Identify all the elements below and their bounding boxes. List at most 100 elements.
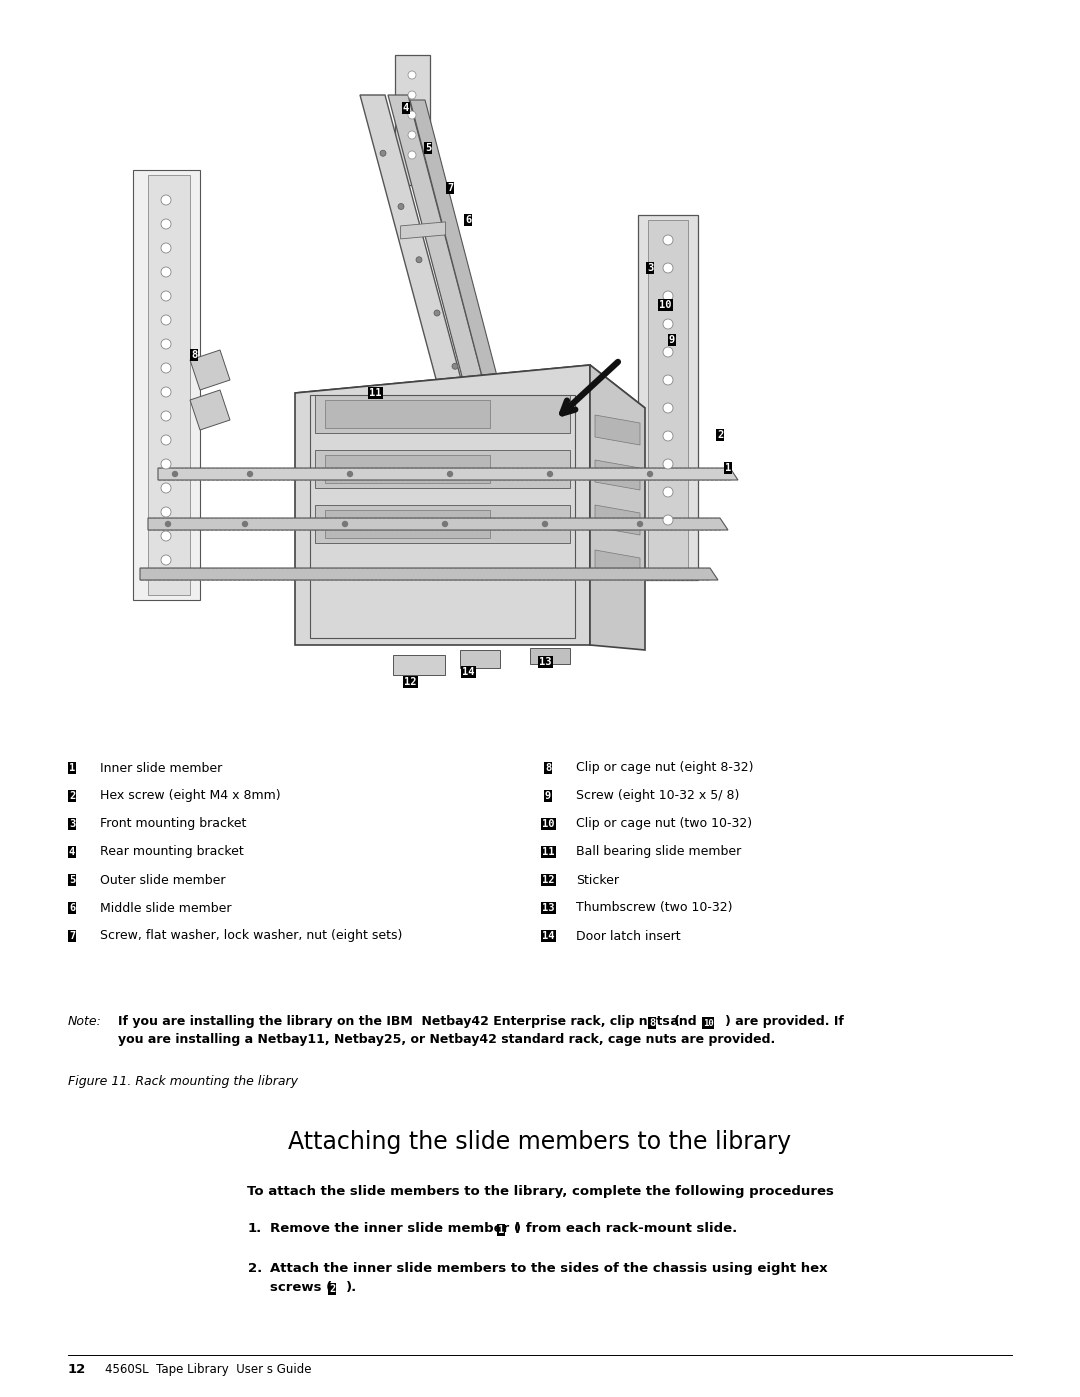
- Circle shape: [408, 151, 416, 159]
- Polygon shape: [325, 400, 490, 427]
- Text: 11: 11: [368, 388, 381, 398]
- Circle shape: [663, 488, 673, 497]
- Text: 10: 10: [703, 1018, 714, 1028]
- Text: 1.: 1.: [248, 1222, 262, 1235]
- Polygon shape: [388, 95, 500, 446]
- Circle shape: [408, 91, 416, 99]
- Text: 12: 12: [68, 1363, 86, 1376]
- Text: 14: 14: [542, 930, 554, 942]
- Circle shape: [161, 291, 171, 300]
- Circle shape: [161, 483, 171, 493]
- Text: 4560SL  Tape Library  User s Guide: 4560SL Tape Library User s Guide: [105, 1363, 311, 1376]
- Polygon shape: [530, 648, 570, 664]
- Circle shape: [161, 267, 171, 277]
- Text: Outer slide member: Outer slide member: [100, 873, 226, 887]
- Circle shape: [408, 71, 416, 80]
- Circle shape: [243, 521, 247, 527]
- Circle shape: [399, 204, 404, 210]
- Text: 10: 10: [659, 300, 672, 310]
- Circle shape: [663, 374, 673, 386]
- Polygon shape: [140, 569, 718, 580]
- Text: 5: 5: [424, 142, 431, 154]
- Text: Sticker: Sticker: [576, 873, 619, 887]
- Text: ).: ).: [346, 1281, 357, 1294]
- Text: 8: 8: [545, 763, 551, 773]
- Circle shape: [161, 243, 171, 253]
- Circle shape: [161, 555, 171, 564]
- Text: 3: 3: [647, 263, 653, 272]
- Circle shape: [161, 531, 171, 541]
- Circle shape: [161, 507, 171, 517]
- Circle shape: [453, 363, 458, 369]
- Polygon shape: [295, 365, 645, 436]
- Text: Ball bearing slide member: Ball bearing slide member: [576, 845, 741, 859]
- Polygon shape: [315, 395, 570, 433]
- Text: 1: 1: [498, 1225, 504, 1235]
- Circle shape: [663, 346, 673, 358]
- Circle shape: [247, 472, 253, 476]
- Polygon shape: [590, 365, 645, 650]
- Circle shape: [342, 521, 348, 527]
- Circle shape: [663, 235, 673, 244]
- Text: 8: 8: [191, 351, 198, 360]
- Polygon shape: [190, 351, 230, 390]
- Text: Front mounting bracket: Front mounting bracket: [100, 817, 246, 830]
- Text: 2.: 2.: [248, 1261, 262, 1275]
- Circle shape: [663, 432, 673, 441]
- Text: 8: 8: [649, 1018, 656, 1028]
- Text: 9: 9: [669, 335, 675, 345]
- Circle shape: [637, 521, 643, 527]
- Text: 13: 13: [539, 657, 551, 666]
- Circle shape: [663, 319, 673, 330]
- Text: Figure 11. Rack mounting the library: Figure 11. Rack mounting the library: [68, 1076, 298, 1088]
- Polygon shape: [595, 550, 640, 580]
- Polygon shape: [638, 215, 698, 580]
- Text: Attaching the slide members to the library: Attaching the slide members to the libra…: [288, 1130, 792, 1154]
- Text: Screw, flat washer, lock washer, nut (eight sets): Screw, flat washer, lock washer, nut (ei…: [100, 929, 403, 943]
- Polygon shape: [393, 655, 445, 675]
- Circle shape: [648, 472, 652, 476]
- Polygon shape: [148, 175, 190, 595]
- Circle shape: [161, 387, 171, 397]
- Polygon shape: [595, 460, 640, 490]
- Text: 13: 13: [542, 902, 554, 914]
- Circle shape: [663, 263, 673, 272]
- Circle shape: [408, 110, 416, 119]
- Text: 11: 11: [542, 847, 554, 856]
- Text: and: and: [666, 1016, 701, 1028]
- Text: 6: 6: [69, 902, 76, 914]
- Polygon shape: [133, 170, 200, 599]
- Polygon shape: [360, 95, 480, 450]
- Text: Remove the inner slide member (: Remove the inner slide member (: [270, 1222, 519, 1235]
- Text: 1: 1: [69, 763, 76, 773]
- Circle shape: [161, 434, 171, 446]
- Text: you are installing a Netbay11, Netbay25, or Netbay42 standard rack, cage nuts ar: you are installing a Netbay11, Netbay25,…: [118, 1032, 775, 1046]
- Circle shape: [434, 310, 440, 316]
- Polygon shape: [158, 468, 738, 481]
- Polygon shape: [401, 222, 446, 239]
- Circle shape: [161, 196, 171, 205]
- Polygon shape: [460, 650, 500, 668]
- Circle shape: [542, 521, 548, 527]
- Circle shape: [548, 472, 553, 476]
- Circle shape: [663, 402, 673, 414]
- Text: 2: 2: [717, 430, 724, 440]
- Text: 9: 9: [545, 791, 551, 800]
- Circle shape: [165, 521, 171, 527]
- Circle shape: [161, 219, 171, 229]
- Polygon shape: [595, 415, 640, 446]
- Circle shape: [161, 363, 171, 373]
- Circle shape: [408, 131, 416, 138]
- Circle shape: [161, 339, 171, 349]
- Polygon shape: [295, 365, 590, 645]
- Polygon shape: [315, 504, 570, 543]
- Polygon shape: [395, 54, 430, 184]
- Circle shape: [161, 460, 171, 469]
- Circle shape: [443, 521, 447, 527]
- Text: Door latch insert: Door latch insert: [576, 929, 680, 943]
- Text: Middle slide member: Middle slide member: [100, 901, 231, 915]
- Text: 7: 7: [447, 183, 454, 193]
- Polygon shape: [148, 518, 728, 529]
- Text: 1: 1: [725, 462, 731, 474]
- Circle shape: [380, 151, 386, 156]
